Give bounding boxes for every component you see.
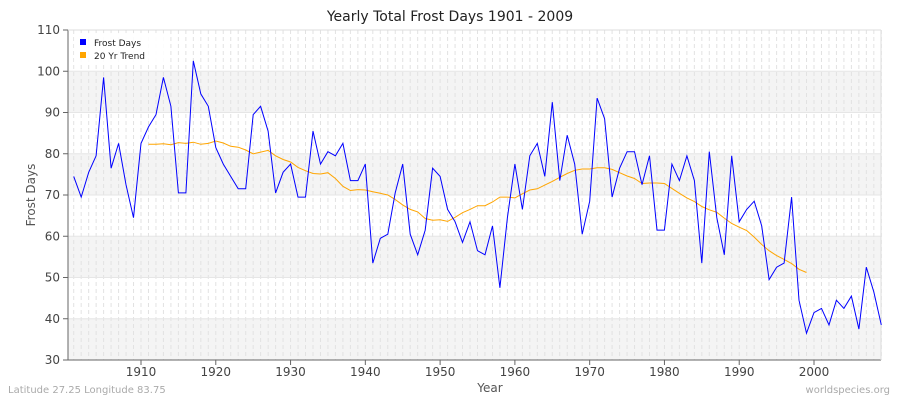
legend-label-frost-days: Frost Days <box>94 39 141 49</box>
x-tick-label: 1960 <box>500 365 531 379</box>
legend: Frost Days 20 Yr Trend <box>74 33 166 65</box>
x-tick-label: 1950 <box>425 365 456 379</box>
x-tick-label: 1990 <box>724 365 755 379</box>
y-tick-label: 110 <box>37 23 60 37</box>
x-tick-label: 1940 <box>350 365 381 379</box>
frost-days-line <box>73 60 882 335</box>
grid-band <box>68 236 881 278</box>
legend-swatch-frost-days <box>80 39 86 45</box>
x-tick-label: 1930 <box>275 365 306 379</box>
y-tick-label: 30 <box>45 353 60 367</box>
source-caption: worldspecies.org <box>805 385 890 396</box>
y-tick-label: 70 <box>45 188 60 202</box>
y-tick-label: 40 <box>45 312 60 326</box>
x-tick-label: 1980 <box>649 365 680 379</box>
grid-band <box>68 153 881 195</box>
x-axis-label: Year <box>476 381 502 395</box>
y-tick-label: 60 <box>45 229 60 243</box>
x-tick-label: 1920 <box>201 365 232 379</box>
y-tick-label: 100 <box>37 64 60 78</box>
legend-label-trend: 20 Yr Trend <box>94 52 145 62</box>
y-tick-label: 90 <box>45 106 60 120</box>
x-tick-label: 1910 <box>126 365 157 379</box>
location-caption: Latitude 27.25 Longitude 83.75 <box>8 385 166 396</box>
grid-band <box>68 71 881 113</box>
y-tick-label: 50 <box>45 271 60 285</box>
x-tick-label: 1970 <box>574 365 605 379</box>
y-axis-label: Frost Days <box>24 164 38 227</box>
x-tick-label: 2000 <box>799 365 830 379</box>
legend-swatch-trend <box>80 52 86 58</box>
y-tick-label: 80 <box>45 147 60 161</box>
chart-title: Yearly Total Frost Days 1901 - 2009 <box>326 9 573 25</box>
grid-band <box>68 318 881 360</box>
